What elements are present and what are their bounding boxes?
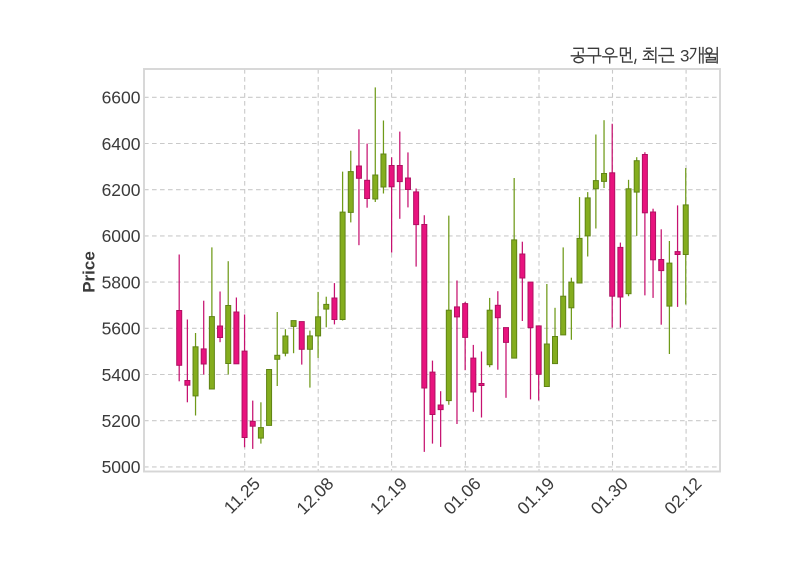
svg-text:6000: 6000: [102, 226, 141, 246]
svg-text:3: 3: [680, 47, 689, 66]
svg-text:6200: 6200: [102, 180, 141, 200]
svg-text:5200: 5200: [102, 411, 141, 431]
svg-text:5600: 5600: [102, 319, 141, 339]
svg-text:5800: 5800: [102, 272, 141, 292]
svg-text:Price: Price: [80, 251, 99, 293]
svg-text:6600: 6600: [102, 88, 141, 108]
svg-text:6400: 6400: [102, 134, 141, 154]
svg-text:5000: 5000: [102, 457, 141, 477]
svg-text:5400: 5400: [102, 365, 141, 385]
